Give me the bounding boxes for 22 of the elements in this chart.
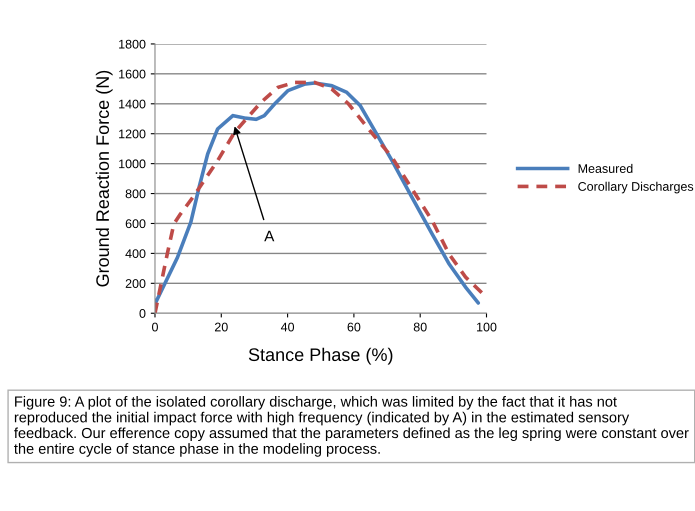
- y-tick-label: 1600: [119, 70, 146, 79]
- x-tick-label: 80: [414, 322, 427, 332]
- y-tick-label: 0: [139, 309, 146, 318]
- y-tick-label: 200: [126, 279, 146, 288]
- y-tick-label: 400: [125, 249, 146, 258]
- legend-label: Corollary Discharges: [578, 182, 694, 194]
- legend-label: Measured: [578, 164, 632, 173]
- y-axis-title: Ground Reaction Force (N): [96, 70, 113, 287]
- x-tick-label: 100: [477, 322, 496, 332]
- y-tick-label: 1800: [119, 40, 146, 49]
- x-tick-label: 20: [214, 322, 228, 332]
- y-tick-label: 1000: [119, 159, 146, 168]
- x-axis-title: Stance Phase (%): [248, 348, 392, 365]
- caption: Figure 9: A plot of the isolated corollary discharge, which was limited by the fact that it has not reproduced the initial impact force with high frequency (indicated by A) in the estimated sensory feedback. Our efference copy assumed that the parameters defined as the leg spring were constant over the entire cycle of stance phase in the modeling process.: [14, 396, 689, 457]
- y-tick-label: 1200: [119, 130, 146, 138]
- y-tick-label: 600: [126, 219, 146, 228]
- annotation: A: [264, 230, 274, 242]
- x-tick-label: 60: [348, 322, 360, 332]
- y-tick-label: 800: [126, 189, 146, 198]
- y-tick-label: 1400: [119, 100, 146, 108]
- x-tick-label: 40: [280, 322, 294, 332]
- x-tick-label: 0: [152, 322, 158, 332]
